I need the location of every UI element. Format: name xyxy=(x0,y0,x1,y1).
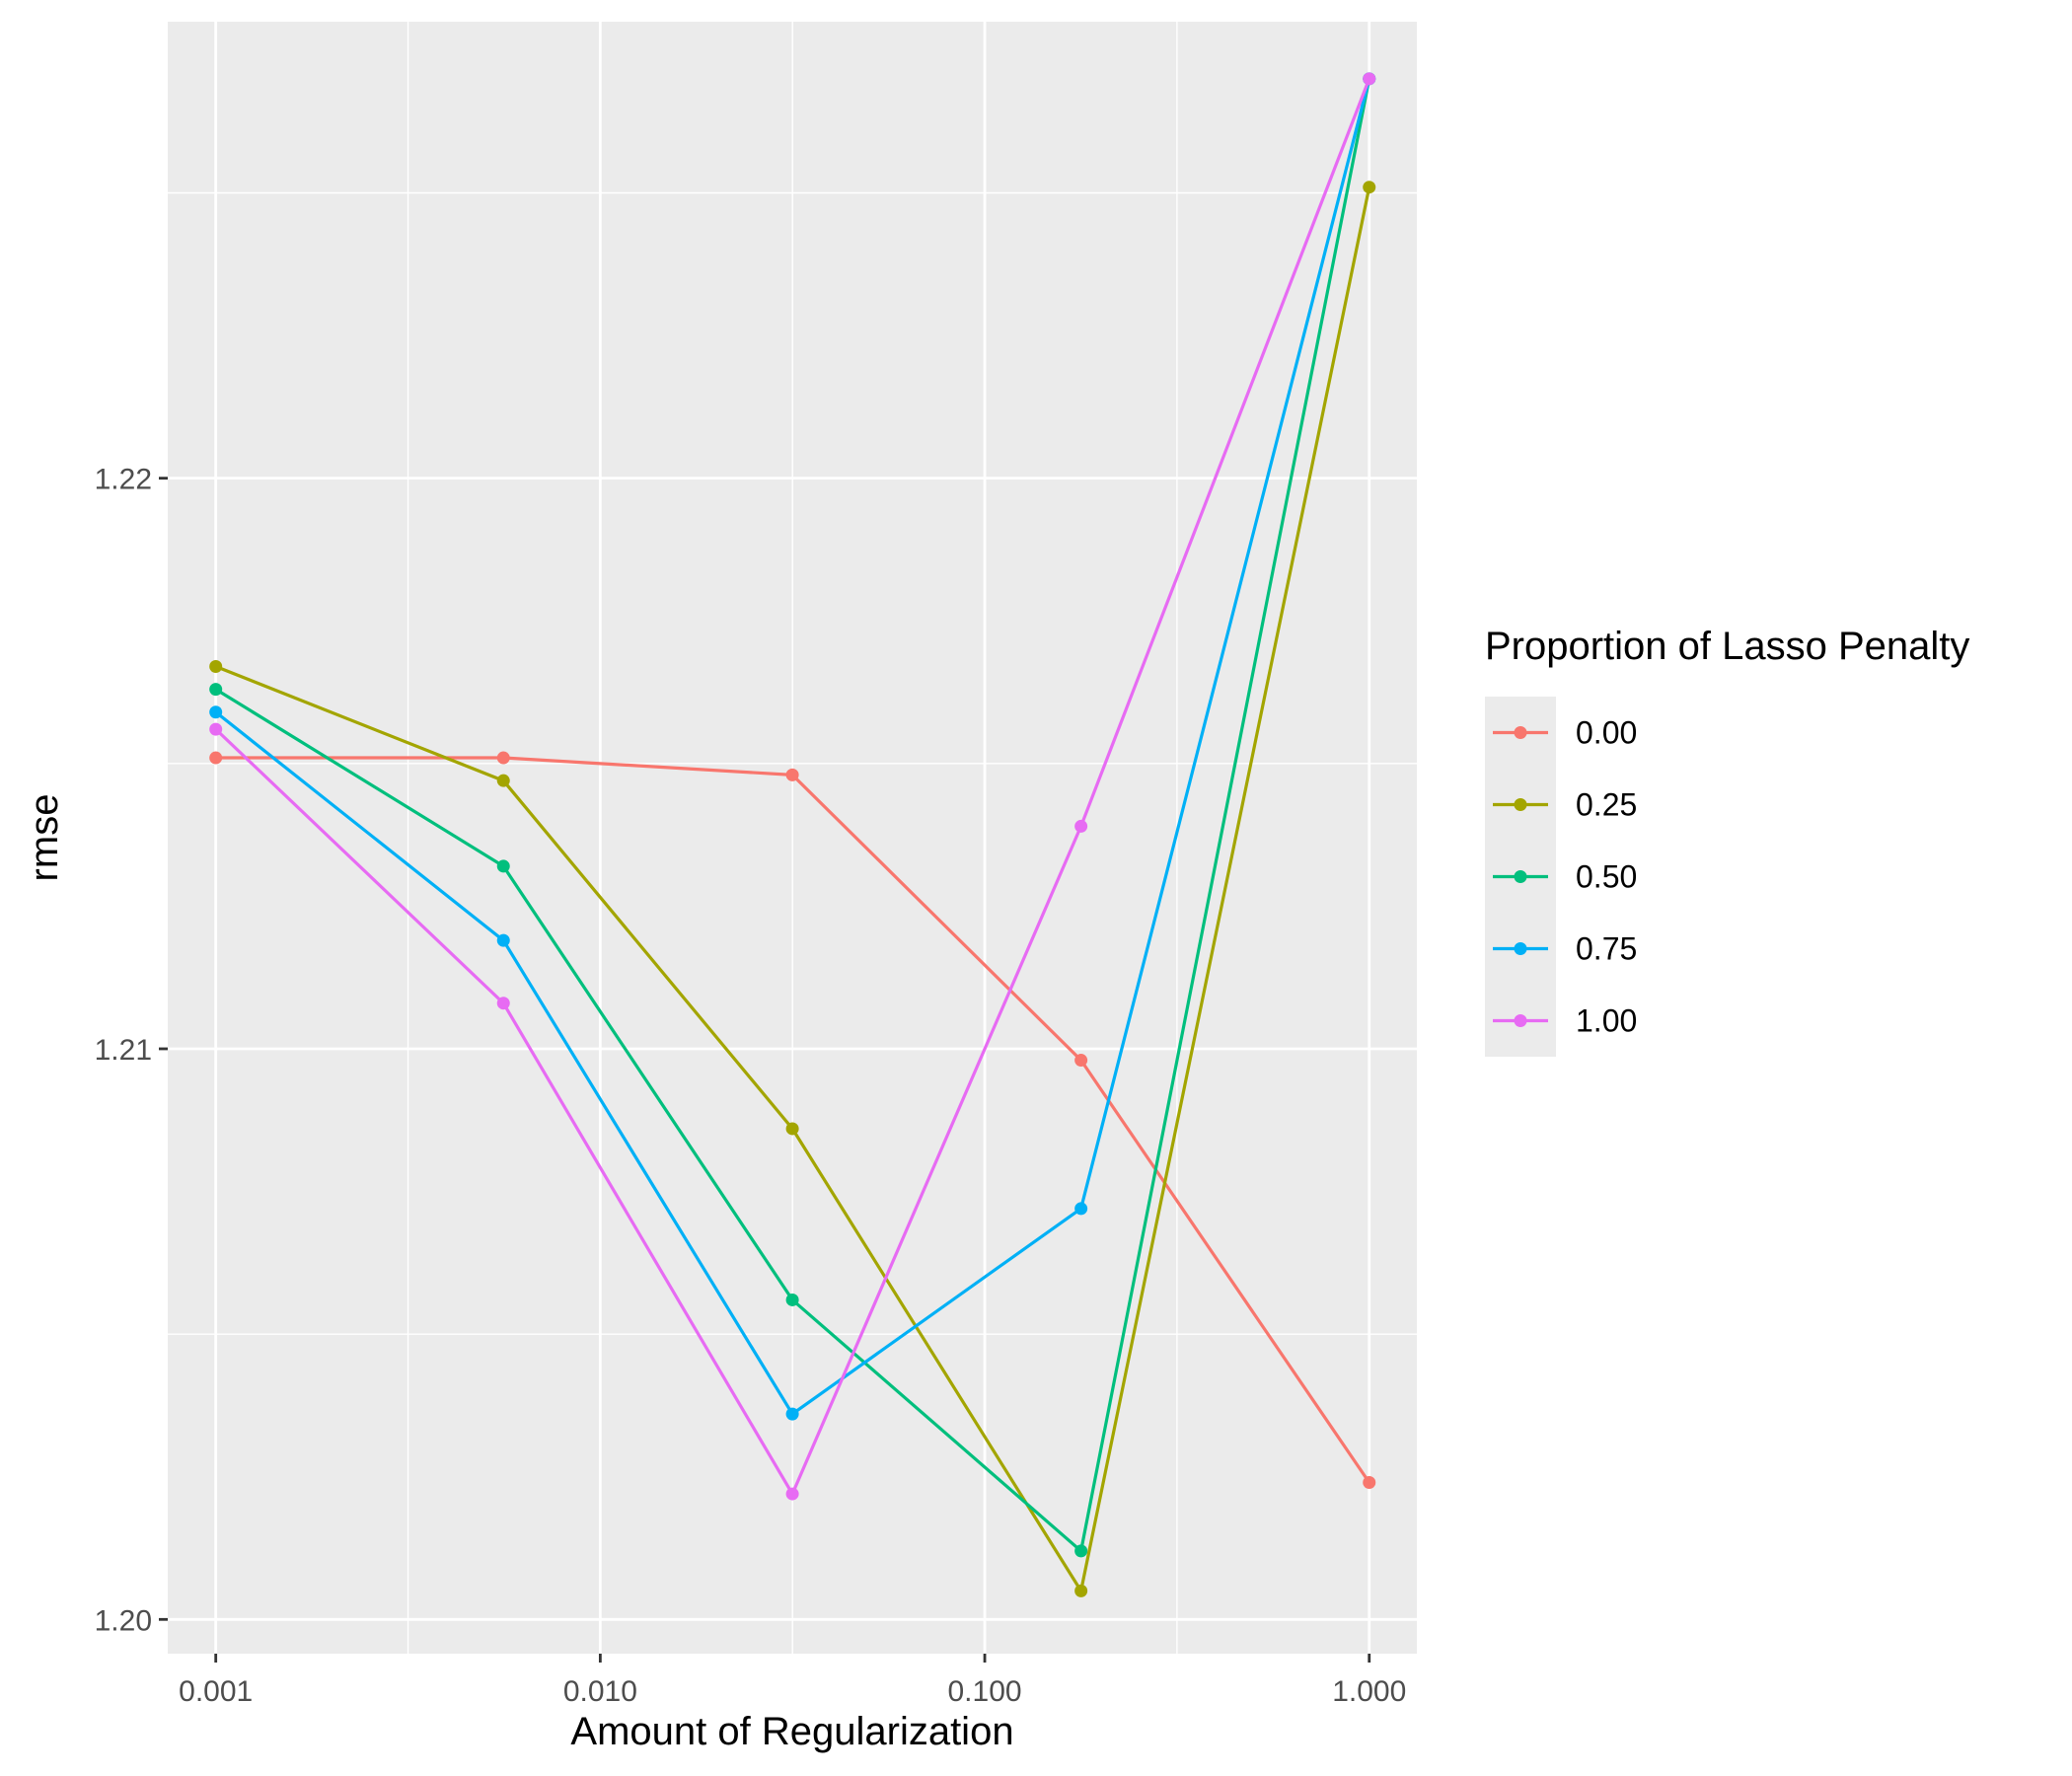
legend-label: 1.00 xyxy=(1576,1003,1637,1039)
legend-title: Proportion of Lasso Penalty xyxy=(1485,625,1969,668)
x-tick-label: 0.001 xyxy=(179,1675,253,1708)
data-point xyxy=(496,997,510,1010)
data-point xyxy=(1074,1202,1088,1216)
legend-key-point xyxy=(1514,798,1527,811)
y-tick-label: 1.20 xyxy=(95,1604,152,1637)
y-tick-label: 1.21 xyxy=(95,1034,152,1067)
legend-key-point xyxy=(1514,870,1527,883)
major-gridlines xyxy=(168,22,1417,1654)
data-point xyxy=(496,751,510,765)
data-point xyxy=(1074,1544,1088,1558)
data-point xyxy=(496,859,510,873)
legend-item-0.75: 0.75 xyxy=(1493,931,1637,967)
data-point xyxy=(1074,1584,1088,1597)
legend-label: 0.00 xyxy=(1576,715,1637,751)
y-axis-title: rmse xyxy=(23,794,66,882)
data-point xyxy=(1074,819,1088,833)
legend-item-1.00: 1.00 xyxy=(1493,1003,1637,1039)
data-point xyxy=(785,768,799,781)
series-1.00 xyxy=(209,72,1376,1501)
legend-label: 0.75 xyxy=(1576,931,1637,967)
legend-label: 0.50 xyxy=(1576,859,1637,895)
series-0.00 xyxy=(209,751,1376,1490)
legend-label: 0.25 xyxy=(1576,787,1637,823)
data-point xyxy=(496,774,510,787)
legend-key-point xyxy=(1514,726,1527,739)
data-point xyxy=(1074,1054,1088,1068)
data-point xyxy=(209,722,223,736)
legend-key-point xyxy=(1514,942,1527,955)
legend: Proportion of Lasso Penalty 0.00 0.25 0.50… xyxy=(1485,625,1969,1057)
x-tick-label: 0.010 xyxy=(563,1675,637,1708)
data-point xyxy=(785,1407,799,1421)
data-point xyxy=(209,683,223,697)
data-point xyxy=(209,751,223,765)
legend-item-0.25: 0.25 xyxy=(1493,787,1637,823)
data-point xyxy=(1363,72,1376,86)
x-axis-title: Amount of Regularization xyxy=(570,1710,1013,1753)
x-tick-label: 1.000 xyxy=(1332,1675,1406,1708)
data-point xyxy=(1363,1476,1376,1490)
axis-ticks: 0.001 0.010 0.100 1.000 1.20 1.21 1.22 xyxy=(95,464,1407,1708)
x-tick-label: 0.100 xyxy=(948,1675,1022,1708)
data-point xyxy=(209,660,223,674)
data-point xyxy=(209,705,223,719)
data-point xyxy=(785,1293,799,1306)
data-point xyxy=(496,933,510,947)
legend-item-0.00: 0.00 xyxy=(1493,715,1637,751)
data-point xyxy=(785,1122,799,1136)
legend-items: 0.00 0.25 0.50 0.75 1.00 xyxy=(1493,715,1637,1039)
legend-item-0.50: 0.50 xyxy=(1493,859,1637,895)
data-point xyxy=(785,1487,799,1501)
data-point xyxy=(1363,181,1376,194)
y-tick-label: 1.22 xyxy=(95,464,152,496)
legend-key-point xyxy=(1514,1014,1527,1027)
series-0.25 xyxy=(209,181,1376,1597)
series-layer xyxy=(209,72,1376,1597)
